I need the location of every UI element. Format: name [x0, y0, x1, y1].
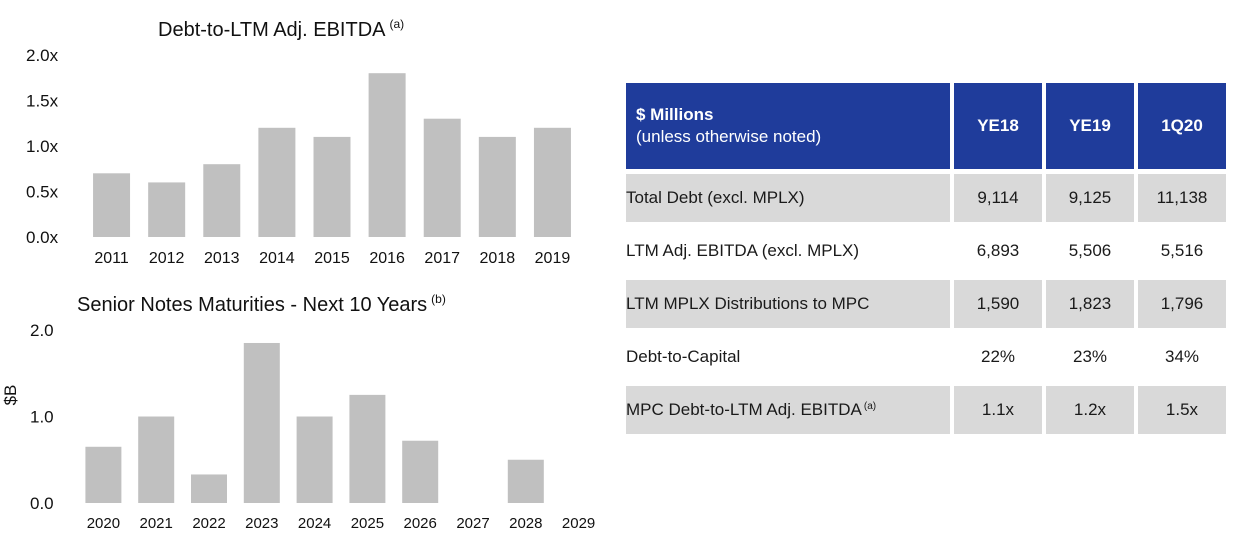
- row-label: LTM MPLX Distributions to MPC: [626, 280, 950, 328]
- x-tick-label: 2025: [351, 515, 384, 532]
- x-tick-label: 2012: [149, 250, 185, 267]
- bar-2021: [138, 416, 175, 503]
- chart-title-footnote: (a): [389, 17, 404, 31]
- table-header-row: $ Millions (unless otherwise noted) YE18…: [626, 83, 1226, 169]
- bar-2022: [191, 474, 227, 503]
- bar-2024: [296, 416, 333, 503]
- x-tick-label: 2024: [298, 515, 331, 532]
- x-tick-label: 2023: [245, 515, 278, 532]
- bar-2016: [368, 73, 406, 237]
- row-value: 9,125: [1046, 174, 1134, 222]
- row-label-footnote: (a): [863, 401, 877, 412]
- row-value: 1,796: [1138, 280, 1226, 328]
- y-tick-label: 2.0: [30, 321, 54, 340]
- table-row: Debt-to-Capital 22% 23% 34%: [626, 333, 1226, 381]
- x-axis: 2011 2012 2013 2014 2015 2016 2017 2018 2019: [94, 250, 570, 267]
- row-value: 5,516: [1160, 241, 1204, 260]
- chart-title-footnote: (b): [431, 292, 446, 306]
- row-value: 5,506: [1068, 241, 1112, 260]
- bar-2028: [507, 459, 544, 503]
- x-tick-label: 2015: [314, 250, 350, 267]
- x-tick-label: 2016: [369, 250, 405, 267]
- row-value: 6,893: [976, 241, 1020, 260]
- row-label-cell: MPC Debt-to-LTM Adj. EBITDA (a): [626, 386, 950, 434]
- bar-2012: [148, 182, 186, 237]
- y-axis: 0.0x 0.5x 1.0x 1.5x 2.0x: [26, 46, 59, 247]
- bar-2025: [349, 394, 386, 503]
- row-value: 1.1x: [954, 386, 1042, 434]
- row-value: 11,138: [1138, 174, 1226, 222]
- bar-2023: [243, 342, 280, 503]
- table-header-subtitle: (unless otherwise noted): [636, 127, 822, 146]
- bar-2015: [313, 136, 351, 237]
- x-tick-label: 2020: [87, 515, 120, 532]
- row-value: 23%: [1072, 347, 1108, 366]
- svg-text:Debt-to-LTM Adj. EBITDA(a): Debt-to-LTM Adj. EBITDA (a): [158, 17, 404, 41]
- x-tick-label: 2011: [94, 250, 129, 267]
- x-tick-label: 2018: [480, 250, 516, 267]
- x-tick-label: 2026: [404, 515, 437, 532]
- column-header-1q20: 1Q20: [1138, 83, 1226, 169]
- x-tick-label: 2027: [456, 515, 489, 532]
- row-value: 1,590: [954, 280, 1042, 328]
- bar-2011: [93, 173, 131, 237]
- y-tick-label: 2.0x: [26, 46, 59, 65]
- y-tick-label: 1.5x: [26, 92, 59, 111]
- x-tick-label: 2019: [535, 250, 571, 267]
- row-value: 22%: [980, 347, 1016, 366]
- column-header-ye18: YE18: [954, 83, 1042, 169]
- x-tick-label: 2021: [140, 515, 173, 532]
- table-row: LTM Adj. EBITDA (excl. MPLX) 6,893 5,506…: [626, 227, 1226, 275]
- row-value: 1.5x: [1138, 386, 1226, 434]
- bars: [85, 342, 544, 503]
- bar-2017: [423, 118, 461, 237]
- x-tick-label: 2014: [259, 250, 295, 267]
- table-header-title: $ Millions: [636, 105, 714, 124]
- row-label: LTM Adj. EBITDA (excl. MPLX): [626, 241, 860, 260]
- table-row: Total Debt (excl. MPLX) 9,114 9,125 11,1…: [626, 174, 1226, 222]
- row-label: MPC Debt-to-LTM Adj. EBITDA: [626, 400, 862, 419]
- table-row: MPC Debt-to-LTM Adj. EBITDA (a) 1.1x 1.2x…: [626, 386, 1226, 434]
- senior-notes-maturities-chart: Senior Notes Maturities - Next 10 Years (…: [1, 292, 596, 532]
- row-label: Total Debt (excl. MPLX): [626, 174, 950, 222]
- debt-to-ebitda-chart: Debt-to-LTM Adj. EBITDA (a) 0.0x 0.5x 1.0x 1…: [26, 17, 571, 267]
- y-axis: 0.0 1.0 2.0: [30, 321, 54, 513]
- column-header-ye19: YE19: [1046, 83, 1134, 169]
- x-tick-label: 2013: [204, 250, 240, 267]
- bar-2014: [258, 127, 296, 237]
- x-tick-label: 2029: [562, 515, 595, 532]
- bar-2019: [533, 127, 571, 237]
- row-value: 9,114: [954, 174, 1042, 222]
- row-value: 1,823: [1046, 280, 1134, 328]
- debt-metrics-table: $ Millions (unless otherwise noted) YE18…: [622, 78, 1230, 439]
- y-axis-label: $B: [1, 385, 20, 406]
- svg-text:Senior Notes Maturities - Next: Senior Notes Maturities - Next 10 Years (…: [77, 292, 446, 316]
- table-header-title-cell: $ Millions (unless otherwise noted): [626, 83, 950, 169]
- bar-2026: [402, 440, 439, 503]
- row-value: 34%: [1164, 347, 1200, 366]
- y-tick-label: 0.0: [30, 494, 54, 513]
- bar-2018: [478, 136, 516, 237]
- bars: [93, 73, 571, 237]
- x-tick-label: 2028: [509, 515, 542, 532]
- y-tick-label: 0.0x: [26, 228, 59, 247]
- bar-2013: [203, 164, 241, 237]
- x-axis: 2020 2021 2022 2023 2024 2025 2026 2027 2028 2029: [87, 515, 596, 532]
- row-value: 1.2x: [1046, 386, 1134, 434]
- x-tick-label: 2022: [192, 515, 225, 532]
- x-tick-label: 2017: [424, 250, 460, 267]
- row-label: Debt-to-Capital: [626, 347, 741, 366]
- bar-2020: [85, 446, 122, 503]
- y-tick-label: 1.0: [30, 408, 54, 427]
- chart-title: Debt-to-LTM Adj. EBITDA: [158, 19, 386, 41]
- table-row: LTM MPLX Distributions to MPC 1,590 1,82…: [626, 280, 1226, 328]
- y-tick-label: 1.0x: [26, 137, 59, 156]
- y-tick-label: 0.5x: [26, 183, 59, 202]
- chart-title: Senior Notes Maturities - Next 10 Years: [77, 294, 427, 316]
